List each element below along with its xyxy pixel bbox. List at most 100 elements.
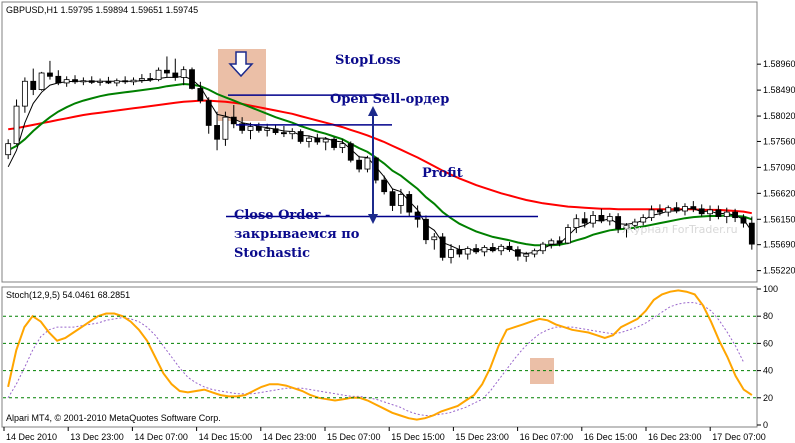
- stoch-chart-frame: [1, 286, 758, 428]
- stoch-tick-label: 0: [763, 420, 768, 430]
- stoch-tick-label: 60: [763, 338, 773, 348]
- profit-arrow: [368, 106, 378, 224]
- candle-body: [673, 207, 680, 212]
- candle-body: [306, 137, 312, 142]
- candle-body: [138, 78, 145, 81]
- candle-body: [715, 209, 722, 217]
- candle-body: [364, 157, 371, 170]
- candle-body: [197, 88, 204, 102]
- candle-body: [331, 138, 337, 148]
- close-order-label-line2: закрываемся по: [234, 227, 360, 242]
- candle-body: [606, 216, 613, 222]
- time-tick-label: 14 Dec 23:00: [263, 432, 317, 442]
- time-tick-label: 14 Dec 07:00: [134, 432, 188, 442]
- watermark: Журнал ForTrader.ru: [622, 223, 738, 236]
- candle-body: [740, 217, 747, 224]
- candle-body: [631, 221, 638, 226]
- candle-body: [5, 143, 12, 156]
- stoch-chart-header: Stoch(12,9,5) 54.0461 68.2851: [6, 290, 130, 300]
- candle-body: [88, 80, 95, 83]
- candle-body: [38, 72, 45, 90]
- candles: [5, 56, 755, 264]
- price-tick-label: 1.58490: [763, 85, 795, 95]
- candle-body: [222, 116, 229, 140]
- stoploss-label: StopLoss: [335, 53, 401, 68]
- price-tick-label: 1.55690: [763, 240, 795, 250]
- main-chart-header: GBPUSD,H1 1.59795 1.59894 1.59651 1.5974…: [6, 5, 198, 15]
- close-order-label-line1: Close Order -: [234, 208, 330, 223]
- time-tick-label: 15 Dec 07:00: [327, 432, 381, 442]
- time-tick-label: 14 Dec 15:00: [199, 432, 253, 442]
- candle-body: [80, 80, 87, 83]
- stochastic-lines: [7, 289, 753, 421]
- candle-body: [514, 249, 521, 257]
- candle-body: [623, 224, 630, 230]
- price-tick-label: 1.55220: [763, 266, 795, 276]
- candle-body: [489, 247, 496, 252]
- stoch-tick-label: 40: [763, 366, 773, 376]
- stoch-main-line: [7, 289, 753, 421]
- candle-body: [414, 211, 421, 220]
- candle-body: [389, 191, 396, 206]
- time-tick-label: 16 Dec 15:00: [584, 432, 638, 442]
- candle-body: [372, 157, 379, 181]
- candle-body: [30, 80, 37, 90]
- time-tick-label: 17 Dec 07:00: [712, 432, 766, 442]
- candle-body: [264, 128, 271, 131]
- time-axis: 14 Dec 2010 13 Dec 23:00 14 Dec 07:00 14 De…: [3, 427, 766, 442]
- time-tick-label: 14 Dec 2010: [6, 432, 57, 442]
- candle-body: [431, 236, 438, 241]
- candle-body: [255, 126, 262, 131]
- candle-body: [247, 126, 254, 131]
- candle-body: [205, 100, 212, 126]
- candle-body: [581, 218, 588, 224]
- close-order-label-line3: Stochastic: [234, 246, 310, 261]
- candle-body: [723, 211, 730, 217]
- time-tick-label: 13 Dec 23:00: [70, 432, 124, 442]
- time-tick-label: 16 Dec 07:00: [520, 432, 574, 442]
- time-tick-label: 16 Dec 23:00: [648, 432, 702, 442]
- candle-body: [665, 207, 672, 213]
- candle-body: [21, 80, 28, 107]
- candle-body: [281, 132, 287, 135]
- candle-body: [356, 159, 363, 170]
- down-arrow-icon: [228, 51, 254, 78]
- candle-body: [648, 209, 655, 219]
- level-lines: [226, 94, 538, 218]
- candle-body: [548, 240, 555, 245]
- candle-body: [523, 253, 530, 257]
- candle-body: [732, 211, 739, 219]
- candle-body: [590, 215, 596, 224]
- candle-body: [347, 143, 354, 161]
- stoch-tick-label: 100: [763, 284, 778, 294]
- open-sell-label: Open Sell-ордер: [330, 92, 449, 107]
- candle-body: [130, 79, 137, 83]
- candle-body: [147, 78, 154, 81]
- copyright-footer: Alpari MT4, © 2001-2010 MetaQuotes Softw…: [6, 413, 221, 423]
- price-tick-label: 1.57560: [763, 136, 795, 146]
- price-tick-label: 1.58960: [763, 59, 795, 69]
- candle-body: [698, 208, 705, 215]
- candle-body: [297, 131, 304, 142]
- candle-body: [406, 194, 413, 213]
- candle-body: [339, 143, 346, 148]
- candle-body: [598, 215, 605, 222]
- price-tick-label: 1.58020: [763, 111, 795, 121]
- candle-body: [423, 218, 429, 241]
- slow-ma-line: [8, 99, 752, 215]
- time-tick-label: 15 Dec 23:00: [455, 432, 509, 442]
- candle-body: [481, 247, 488, 253]
- candle-body: [439, 236, 446, 258]
- candle-body: [707, 209, 713, 215]
- candle-body: [322, 138, 329, 143]
- candle-body: [97, 80, 103, 83]
- candle-body: [448, 249, 454, 258]
- time-tick-label: 15 Dec 15:00: [391, 432, 445, 442]
- candle-body: [397, 194, 404, 206]
- price-tick-label: 1.57090: [763, 162, 795, 172]
- candle-body: [55, 75, 62, 84]
- candle-body: [464, 248, 471, 255]
- candle-body: [748, 222, 755, 245]
- candle-body: [657, 209, 663, 213]
